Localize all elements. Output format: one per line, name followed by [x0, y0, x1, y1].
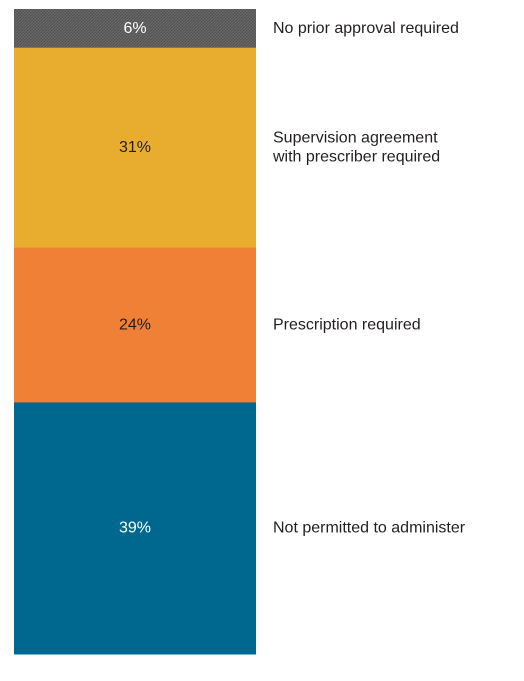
category-label-no-prior-approval-required: No prior approval required — [273, 20, 459, 37]
stacked-bar: 6% 31% 24% 39% — [14, 9, 256, 655]
category-label-prescription-required: Prescription required — [273, 317, 421, 334]
bar-segment-supervision-agreement-with-prescriber-required — [14, 47, 256, 249]
data-label-supervision-agreement-with-prescriber-required: 31% — [119, 139, 151, 156]
data-label-no-prior-approval-required: 6% — [123, 20, 146, 37]
category-label-not-permitted-to-administer: Not permitted to administer — [273, 520, 466, 537]
category-label-supervision-agreement-with-prescriber-required: Supervision agreement with prescriber req… — [272, 130, 440, 166]
category-labels: No prior approval required Supervision ag… — [272, 20, 466, 537]
bar-segment-prescription-required — [14, 247, 256, 403]
bar-segment-no-prior-approval-required — [14, 9, 256, 49]
data-label-not-permitted-to-administer: 39% — [119, 520, 151, 537]
data-label-prescription-required: 24% — [119, 317, 151, 334]
bar-segment-not-permitted-to-administer — [14, 402, 256, 655]
